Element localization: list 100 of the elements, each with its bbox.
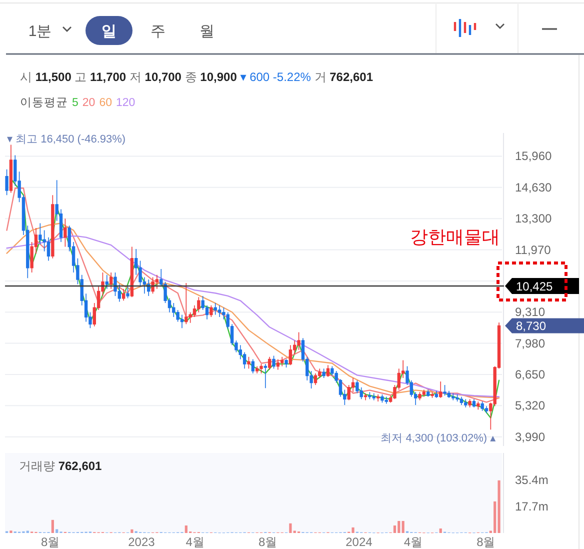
bar — [398, 520, 400, 533]
bar — [51, 520, 54, 533]
tab-label: 1분 — [28, 23, 52, 40]
candlestick — [426, 389, 430, 398]
y-tick-label: 7,980 — [515, 336, 546, 350]
candlestick — [105, 274, 109, 290]
candlestick — [260, 364, 263, 374]
candlestick — [151, 276, 154, 294]
text: 거래량 762,601 — [19, 459, 102, 473]
candlestick — [284, 358, 288, 368]
bar — [289, 523, 292, 533]
candlestick — [147, 279, 150, 296]
text: 시 11,500 고 11,700 저 10,700 종 10,900 ▾ 600 -5.22% 거 762,601 — [20, 70, 374, 84]
candlestick — [422, 389, 426, 398]
candlestick — [218, 304, 222, 318]
candlestick — [384, 396, 388, 404]
candlestick — [197, 296, 200, 313]
candlestick — [126, 286, 130, 299]
candlestick — [297, 332, 300, 350]
candlestick — [288, 344, 292, 366]
x-tick-label: 2024 — [346, 535, 373, 549]
legend-title: 이동평균 — [20, 97, 68, 109]
candlestick — [372, 392, 376, 401]
candlestick — [460, 396, 464, 406]
y-tick-label: 3,990 — [515, 430, 546, 444]
candlestick — [122, 288, 126, 302]
bar — [130, 529, 134, 533]
candlestick — [472, 398, 476, 408]
y-tick-label: 17.7m — [515, 499, 548, 514]
tab-label: 일 — [102, 23, 116, 40]
bar — [498, 480, 500, 533]
bar — [393, 525, 396, 533]
y-tick-label: 9,310 — [515, 305, 546, 320]
bar — [56, 529, 58, 533]
candlestick — [184, 282, 188, 324]
x-tick-label: 8월 — [476, 535, 496, 549]
candlestick — [51, 194, 54, 259]
tab-label: 주 — [150, 23, 166, 40]
candlestick — [5, 168, 8, 196]
annotation: ▾ 최고 16,450 (-46.93%) — [6, 134, 126, 146]
bar — [352, 527, 354, 533]
bar — [402, 520, 404, 533]
x-tick-label: 8월 — [258, 535, 278, 549]
y-tick-label: 14,630 — [515, 180, 552, 194]
candlestick — [64, 218, 67, 248]
candlestick — [468, 398, 472, 408]
price-tag: 8,730 — [505, 318, 584, 334]
candlestick — [272, 355, 276, 370]
candlestick — [484, 406, 488, 414]
candlestick — [476, 401, 480, 410]
y-tick-label: 35.4m — [515, 472, 548, 487]
candlestick — [155, 274, 159, 290]
y-tick-label: 6,650 — [515, 367, 546, 382]
candlestick — [480, 401, 484, 412]
candlestick — [434, 390, 438, 398]
candlestick — [376, 394, 380, 402]
legend-entry: 5 — [72, 97, 78, 109]
candlestick — [418, 392, 422, 401]
candlestick — [251, 358, 255, 374]
candlestick — [210, 304, 213, 318]
candlestick — [430, 392, 434, 398]
annotation: 8,730 — [516, 319, 546, 334]
candlestick — [380, 394, 384, 404]
candlestick — [268, 356, 272, 370]
y-tick-label: 13,300 — [515, 212, 552, 226]
annotation: 강한매물대 — [410, 226, 500, 247]
candlestick — [9, 144, 13, 194]
candlestick — [314, 372, 318, 386]
bar — [184, 525, 188, 533]
candlestick — [180, 314, 184, 328]
tab-label: 월 — [200, 23, 214, 40]
candlestick — [452, 392, 455, 401]
x-tick-label: 2023 — [128, 535, 156, 549]
annotation: 최저 4,300 (103.02%) ▴ — [380, 432, 496, 445]
legend-entry: 60 — [99, 97, 112, 109]
candlestick — [326, 364, 330, 378]
candlestick — [364, 392, 368, 401]
candlestick — [443, 384, 446, 396]
ref-tag: 10,425 — [505, 278, 579, 294]
x-tick-label: 8월 — [40, 535, 60, 549]
candlestick — [439, 381, 442, 398]
y-tick-label: 11,970 — [515, 242, 552, 257]
candlestick — [322, 368, 326, 378]
y-tick-label: 5,320 — [515, 398, 546, 413]
bar — [439, 528, 442, 533]
candlestick — [172, 302, 176, 318]
candlestick — [276, 358, 280, 370]
candlestick — [264, 364, 268, 388]
candlestick — [214, 302, 217, 316]
candlestick — [247, 356, 250, 370]
candlestick — [456, 394, 459, 402]
candlestick — [280, 356, 284, 367]
y-tick-label: 15,960 — [515, 149, 552, 164]
x-tick-label: 4월 — [404, 535, 423, 549]
candlestick — [464, 398, 468, 408]
legend-entry: 120 — [116, 97, 136, 109]
candlestick — [109, 272, 113, 290]
candlestick — [368, 392, 372, 400]
x-tick-label: 4월 — [186, 535, 204, 549]
legend-entry: 20 — [82, 97, 96, 109]
